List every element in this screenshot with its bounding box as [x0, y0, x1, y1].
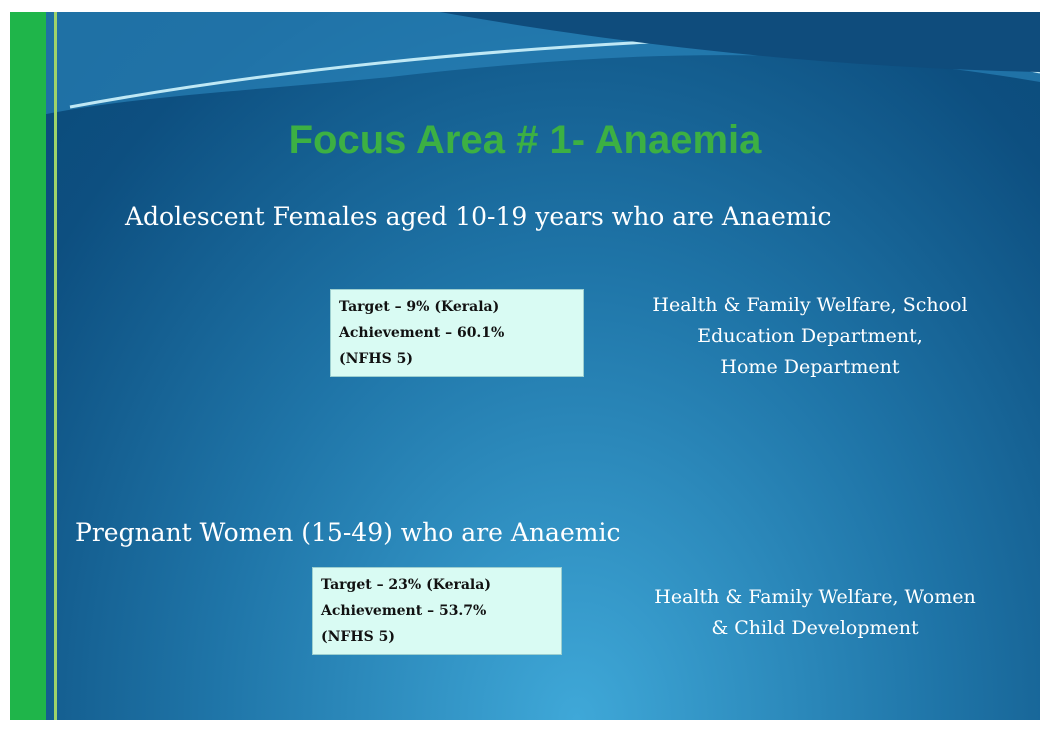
dept-line: Health & Family Welfare, School: [652, 294, 968, 316]
box-line: (NFHS 5): [339, 351, 413, 367]
box-line: (NFHS 5): [321, 629, 395, 645]
departments: Health & Family Welfare, Women & Child D…: [605, 582, 1025, 644]
dept-line: Health & Family Welfare, Women: [654, 586, 976, 608]
box-line: Achievement – 53.7%: [321, 603, 487, 619]
wave-decoration: [10, 12, 1040, 122]
dept-line: Home Department: [720, 356, 900, 378]
box-line: Target – 23% (Kerala): [321, 577, 491, 593]
green-line: [54, 12, 57, 720]
target-box: Target – 23% (Kerala) Achievement – 53.7…: [312, 567, 562, 655]
dept-line: & Child Development: [711, 617, 919, 639]
heading: Adolescent Females aged 10-19 years who …: [125, 202, 832, 231]
box-line: Achievement – 60.1%: [339, 325, 505, 341]
box-line: Target – 9% (Kerala): [339, 299, 500, 315]
departments: Health & Family Welfare, School Educatio…: [600, 290, 1020, 383]
green-bar: [10, 12, 46, 720]
slide: Focus Area # 1- Anaemia Adolescent Femal…: [10, 12, 1040, 720]
dept-line: Education Department,: [697, 325, 923, 347]
heading: Pregnant Women (15-49) who are Anaemic: [75, 518, 621, 547]
target-box: Target – 9% (Kerala) Achievement – 60.1%…: [330, 289, 584, 377]
title: Focus Area # 1- Anaemia: [288, 118, 762, 162]
